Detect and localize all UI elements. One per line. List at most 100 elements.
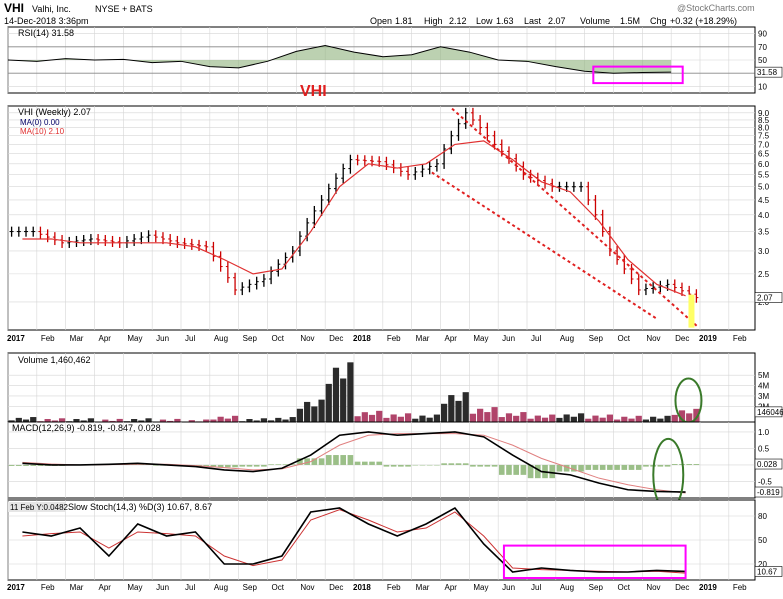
- price-xtick: Feb: [41, 334, 55, 343]
- macd-histogram-bar: [391, 465, 397, 467]
- volume-bar: [326, 384, 332, 427]
- price-xtick: May: [473, 334, 488, 343]
- price-tick: 4.0: [758, 211, 770, 220]
- volume-tick: 4M: [758, 382, 769, 391]
- price-xtick: Dec: [329, 334, 343, 343]
- price-xtick: Jun: [156, 334, 169, 343]
- price-xtick: Jun: [502, 334, 515, 343]
- macd-histogram-bar: [593, 465, 599, 470]
- stochastic-xtick: Aug: [560, 583, 574, 592]
- price-legend-1: MA(10) 2.10: [20, 127, 65, 136]
- macd-histogram-bar: [629, 465, 635, 470]
- stochastic-xtick: Jun: [156, 583, 169, 592]
- stochastic-xtick: May: [127, 583, 142, 592]
- volume-tick: 5M: [758, 371, 769, 380]
- last-value: 2.07: [548, 16, 566, 26]
- open-value: 1.81: [395, 16, 413, 26]
- stochastic-xtick: Sep: [589, 583, 604, 592]
- macd-histogram-bar: [672, 464, 678, 465]
- price-tick: 7.5: [758, 132, 770, 141]
- price-xtick: Dec: [675, 334, 689, 343]
- open-label: Open: [370, 16, 392, 26]
- macd-histogram-bar: [434, 465, 440, 466]
- macd-tick: 0.5: [758, 444, 770, 453]
- macd-tick: 1.0: [758, 428, 770, 437]
- price-tick: 4.5: [758, 196, 770, 205]
- macd-histogram-bar: [16, 465, 22, 466]
- macd-histogram-bar: [477, 465, 483, 467]
- stochastic-xtick: Nov: [300, 583, 314, 592]
- macd-histogram-bar: [636, 465, 642, 470]
- price-xtick: Nov: [300, 334, 314, 343]
- macd-histogram-bar: [398, 465, 404, 467]
- stochastic-xtick: Jul: [531, 583, 541, 592]
- volume-label: Volume: [580, 16, 610, 26]
- macd-histogram-bar: [369, 462, 375, 465]
- macd-histogram-bar: [376, 462, 382, 465]
- price-xtick: Mar: [70, 334, 84, 343]
- macd-histogram-bar: [521, 465, 527, 475]
- rsi-tick: 90: [758, 30, 767, 39]
- stochastic-xtick: Aug: [214, 583, 228, 592]
- stochastic-xtick: Feb: [387, 583, 401, 592]
- macd-histogram-bar: [412, 465, 418, 466]
- stochastic-title: Slow Stoch(14,3) %D(3) 10.67, 8.67: [68, 502, 212, 512]
- price-xtick: Aug: [214, 334, 228, 343]
- high-value: 2.12: [449, 16, 467, 26]
- price-legend-0: MA(0) 0.00: [20, 118, 60, 127]
- macd-histogram-bar: [9, 465, 15, 466]
- low-label: Low: [476, 16, 493, 26]
- price-xtick: Nov: [646, 334, 660, 343]
- price-xtick: May: [127, 334, 142, 343]
- price-xtick: Aug: [560, 334, 574, 343]
- high-label: High: [424, 16, 443, 26]
- macd-histogram-bar: [268, 464, 274, 465]
- macd-histogram-bar: [585, 465, 591, 470]
- macd-histogram-bar: [463, 463, 469, 465]
- stochastic-last-label: 10.67: [757, 567, 778, 576]
- macd-histogram-bar: [694, 464, 700, 465]
- macd-histogram-bar: [333, 455, 339, 465]
- price-panel: [8, 106, 755, 330]
- volume-bar: [333, 368, 339, 427]
- macd-histogram-bar: [607, 465, 613, 470]
- macd-histogram-bar: [348, 455, 354, 465]
- price-xtick: Jul: [185, 334, 195, 343]
- price-tick: 3.0: [758, 247, 770, 256]
- rsi-tick: 70: [758, 43, 767, 52]
- price-xtick: Oct: [618, 334, 631, 343]
- macd-histogram-bar: [456, 463, 462, 465]
- macd-histogram-bar: [557, 465, 563, 472]
- price-tick: 5.5: [758, 171, 770, 180]
- macd-histogram-bar: [30, 465, 36, 466]
- macd-histogram-bar: [319, 458, 325, 465]
- macd-histogram-bar: [225, 465, 231, 467]
- volume-title: Volume 1,460,462: [18, 355, 91, 365]
- chg-label: Chg: [650, 16, 667, 26]
- macd-last-label: -0.819: [757, 488, 780, 497]
- macd-histogram-bar: [441, 463, 447, 465]
- chart-date: 14-Dec-2018 3:36pm: [4, 16, 89, 26]
- volume-value: 1.5M: [620, 16, 640, 26]
- macd-title: MACD(12,26,9) -0.819, -0.847, 0.028: [12, 423, 161, 433]
- rsi-tick: 50: [758, 56, 767, 65]
- price-xtick: Sep: [589, 334, 604, 343]
- stochastic-overlay-text: 11 Feb Y:0.0482: [10, 503, 69, 512]
- macd-histogram-bar: [427, 465, 433, 466]
- price-xtick: Mar: [416, 334, 430, 343]
- macd-histogram-bar: [492, 465, 498, 467]
- stochastic-xtick: Feb: [733, 583, 747, 592]
- macd-histogram-bar: [614, 465, 620, 470]
- stochastic-xtick: Apr: [99, 583, 112, 592]
- price-xtick: Apr: [445, 334, 458, 343]
- price-xtick: Jul: [531, 334, 541, 343]
- price-xtick: Apr: [99, 334, 112, 343]
- macd-histogram-bar: [506, 465, 512, 475]
- macd-histogram-bar: [239, 465, 245, 467]
- price-xtick: Sep: [243, 334, 258, 343]
- stochastic-xtick: 2018: [353, 583, 371, 592]
- price-xtick: Feb: [733, 334, 747, 343]
- macd-histogram-bar: [499, 465, 505, 475]
